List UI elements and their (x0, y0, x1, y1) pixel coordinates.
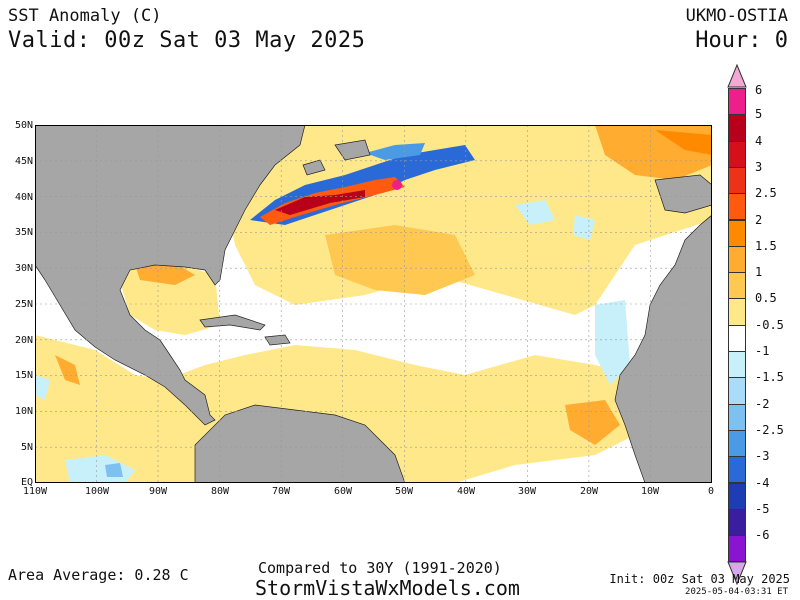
sst-anomaly-map (35, 125, 712, 483)
lon-label: 80W (210, 486, 230, 497)
land-masses (35, 125, 712, 483)
colorbar-swatch (728, 482, 746, 510)
lon-label: 30W (517, 486, 537, 497)
lat-label: 5N (20, 442, 33, 453)
lat-label: 20N (14, 335, 33, 346)
lon-label: 70W (271, 486, 291, 497)
lon-label: 60W (333, 486, 353, 497)
lat-label: 45N (14, 156, 33, 167)
lat-label: 50N (14, 120, 33, 131)
lat-label: 30N (14, 263, 33, 274)
lon-label: 20W (579, 486, 599, 497)
map-frame (35, 125, 712, 483)
colorbar-swatch (728, 298, 746, 326)
lat-label: 15N (14, 370, 33, 381)
latitude-axis: 50N 45N 40N 35N 30N 25N 20N 15N 10N 5N E… (0, 0, 35, 600)
valid-time: Valid: 00z Sat 03 May 2025 (8, 28, 366, 53)
lon-label: 100W (84, 486, 110, 497)
lat-label: EQ (20, 477, 33, 488)
colorbar-label: 2 (755, 212, 763, 227)
colorbar-swatch (728, 219, 746, 247)
generated-timestamp: 2025-05-04-03:31 ET (685, 587, 788, 597)
colorbar-label: -1.5 (755, 370, 784, 385)
colorbar-label: -4 (755, 475, 770, 490)
colorbar-swatch (728, 245, 746, 274)
colorbar-bottom-arrow (727, 561, 747, 586)
hispaniola (264, 334, 291, 346)
model-name: UKMO-OSTIA (685, 6, 788, 26)
nova-scotia (302, 159, 326, 176)
colorbar-swatch (728, 403, 746, 431)
colorbar-swatch (728, 193, 746, 221)
area-average: Area Average: 0.28 C (8, 566, 189, 584)
colorbar-label: -6 (755, 528, 770, 543)
lat-label: 25N (14, 299, 33, 310)
init-time: Init: 00z Sat 03 May 2025 (609, 572, 790, 586)
colorbar-swatch (728, 88, 746, 116)
colorbar-swatch (728, 140, 746, 168)
lon-label: 40W (456, 486, 476, 497)
cool-anomaly-fields (35, 200, 630, 483)
colorbar-top-arrow (727, 64, 747, 88)
colorbar-swatch (728, 114, 746, 142)
cuba (199, 314, 266, 331)
colorbar-label: 1 (755, 265, 763, 280)
colorbar-label: -3 (755, 449, 770, 464)
colorbar-swatch (728, 166, 746, 195)
colorbar-label: 4 (755, 133, 763, 148)
colorbar-label: -0.5 (755, 317, 784, 332)
lon-label: 90W (148, 486, 168, 497)
colorbar-label: 2.5 (755, 186, 777, 201)
colorbar-label: 3 (755, 159, 763, 174)
south-america (194, 404, 406, 483)
colorbar-label: 5 (755, 107, 763, 122)
colorbar-label: 1.5 (755, 238, 777, 253)
lat-label: 10N (14, 406, 33, 417)
colorbar-label: 6 (755, 83, 763, 97)
lon-label: 10W (640, 486, 660, 497)
lat-label: 40N (14, 192, 33, 203)
colorbar-swatch (728, 508, 746, 537)
lat-label: 35N (14, 227, 33, 238)
africa (614, 214, 712, 483)
newfoundland (334, 139, 371, 161)
colorbar-swatch (728, 351, 746, 379)
iberia (654, 174, 712, 214)
lon-label: 0 (707, 486, 715, 497)
colorbar-swatch (728, 535, 746, 563)
map-title: SST Anomaly (C) (8, 6, 162, 26)
colorbar-swatch (728, 324, 746, 352)
colorbar-label: -1 (755, 344, 770, 358)
lon-label: 110W (22, 486, 48, 497)
colorbar-label: -5 (755, 501, 770, 516)
colorbar-label: -2.5 (755, 422, 784, 437)
colorbar-swatch (728, 429, 746, 458)
forecast-hour: Hour: 0 (695, 28, 788, 53)
colorbar-swatch (728, 272, 746, 300)
colorbar-swatch (728, 377, 746, 405)
lon-label: 50W (394, 486, 414, 497)
climatology-note: Compared to 30Y (1991-2020) (258, 559, 502, 577)
colorbar-swatch (728, 456, 746, 484)
colorbar-label: -2 (755, 396, 770, 411)
site-name: StormVistaWxModels.com (255, 576, 520, 600)
colorbar-label: 0.5 (755, 291, 777, 306)
